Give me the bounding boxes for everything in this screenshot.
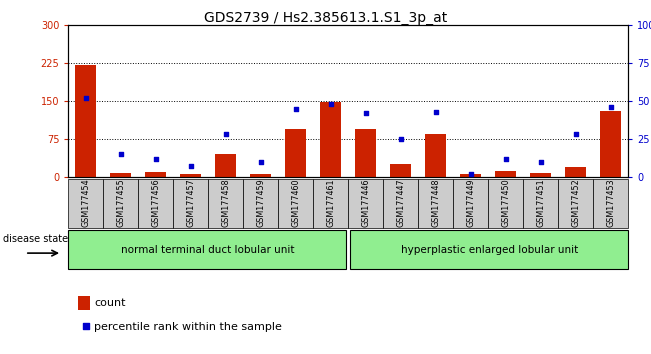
Text: GSM177456: GSM177456 (151, 178, 160, 227)
Text: count: count (94, 298, 126, 308)
Text: GSM177458: GSM177458 (221, 178, 230, 227)
Text: GSM177461: GSM177461 (326, 178, 335, 227)
Point (605, 104, 616, 110)
Text: hyperplastic enlarged lobular unit: hyperplastic enlarged lobular unit (400, 245, 578, 255)
Point (430, 109, 441, 114)
Text: normal terminal duct lobular unit: normal terminal duct lobular unit (120, 245, 294, 255)
Text: disease state: disease state (3, 234, 68, 244)
Text: GSM177454: GSM177454 (81, 178, 90, 227)
Point (361, 110, 371, 116)
Point (536, 159, 546, 165)
Point (326, 101, 336, 107)
Bar (495, 171, 516, 177)
Text: GSM177449: GSM177449 (466, 178, 475, 227)
Point (396, 136, 406, 142)
Point (465, 171, 476, 177)
Text: GSM177447: GSM177447 (396, 178, 406, 227)
Text: GSM177457: GSM177457 (186, 178, 195, 227)
Text: GSM177455: GSM177455 (117, 178, 126, 227)
Text: GSM177446: GSM177446 (361, 178, 370, 227)
Point (150, 156, 161, 161)
Bar (530, 173, 551, 177)
Point (256, 159, 266, 165)
Text: GSM177459: GSM177459 (256, 178, 266, 227)
Bar (111, 173, 132, 177)
Text: GDS2739 / Hs2.385613.1.S1_3p_at: GDS2739 / Hs2.385613.1.S1_3p_at (204, 11, 447, 25)
Bar (250, 175, 271, 177)
Text: percentile rank within the sample: percentile rank within the sample (94, 322, 283, 332)
Bar (565, 167, 586, 177)
Point (570, 132, 581, 137)
Bar (355, 129, 376, 177)
Bar (391, 164, 411, 177)
Point (186, 164, 196, 169)
Text: GSM177448: GSM177448 (431, 178, 440, 227)
Bar (180, 175, 201, 177)
Bar (460, 175, 481, 177)
Bar (215, 154, 236, 177)
Point (81, 95, 91, 101)
Point (501, 156, 511, 161)
Point (116, 152, 126, 157)
Text: GSM177460: GSM177460 (291, 178, 300, 227)
Text: GSM177450: GSM177450 (501, 178, 510, 227)
Point (81, 323, 91, 329)
Text: GSM177451: GSM177451 (536, 178, 546, 227)
Bar (285, 129, 307, 177)
Bar (425, 134, 447, 177)
Bar (145, 172, 167, 177)
Bar (76, 65, 96, 177)
Point (221, 132, 231, 137)
Bar (320, 102, 341, 177)
Text: GSM177453: GSM177453 (606, 178, 615, 227)
Text: GSM177452: GSM177452 (571, 178, 580, 227)
Point (290, 105, 301, 111)
Bar (600, 111, 621, 177)
